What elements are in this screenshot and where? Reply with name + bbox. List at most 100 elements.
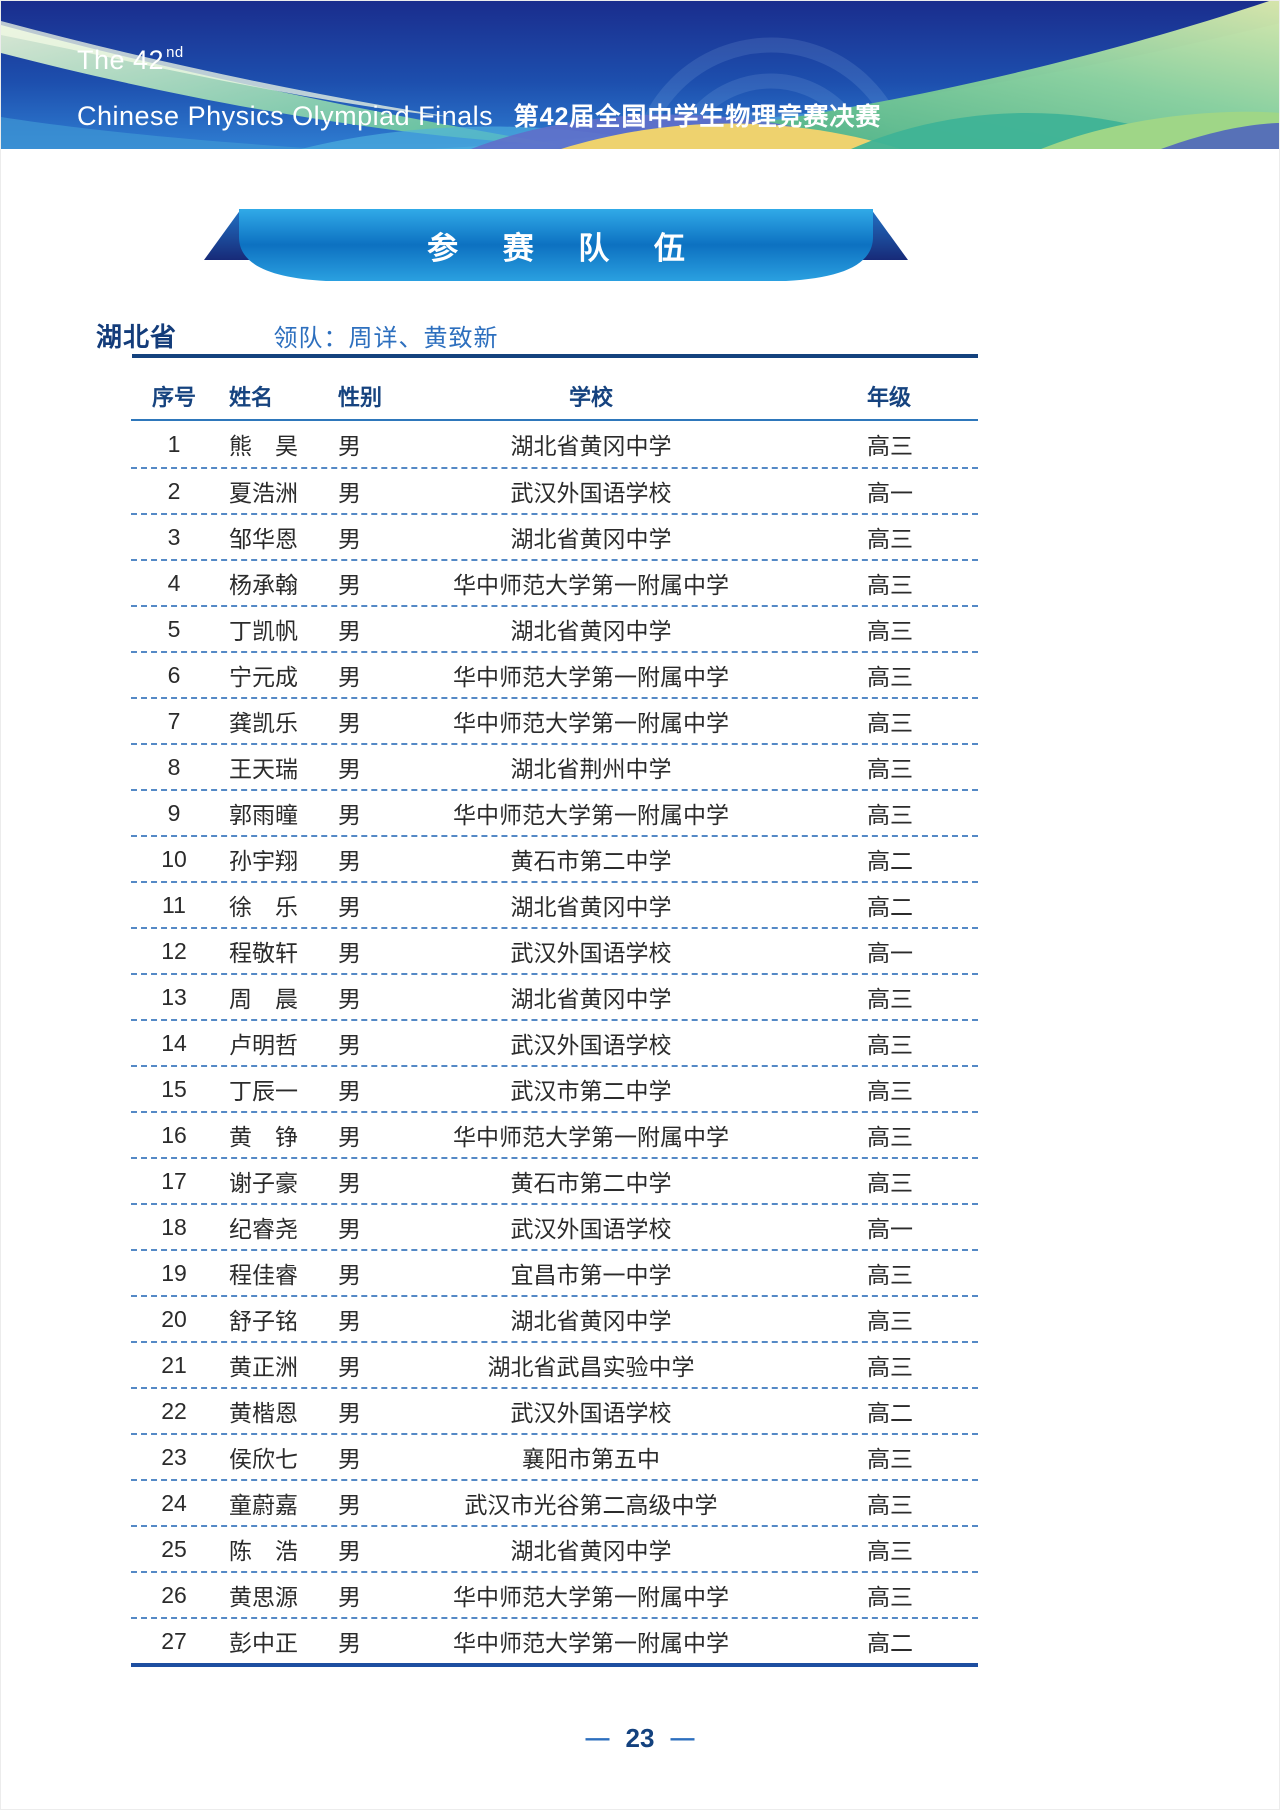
cell-name: 黄 铮 [229, 1124, 298, 1150]
cell-gender: 男 [338, 1538, 361, 1564]
cell-gender: 男 [338, 986, 361, 1012]
cell-grade: 高三 [867, 1584, 913, 1610]
cell-number: 20 [161, 1305, 187, 1332]
cell-gender: 男 [338, 572, 361, 598]
cell-gender: 男 [338, 1078, 361, 1104]
table-row: 5 丁凯帆 男 湖北省黄冈中学 高三 [131, 605, 978, 651]
cell-grade: 高三 [867, 1354, 913, 1380]
cell-gender: 男 [338, 894, 361, 920]
cell-name: 程佳睿 [229, 1262, 298, 1288]
banner-wave-art [1, 1, 1279, 149]
cell-number: 3 [167, 523, 181, 550]
cell-gender: 男 [338, 664, 361, 690]
cell-number: 27 [161, 1627, 187, 1654]
cell-gender: 男 [338, 1262, 361, 1288]
table-row: 10 孙宇翔 男 黄石市第二中学 高二 [131, 835, 978, 881]
cell-name: 黄楷恩 [229, 1400, 298, 1426]
cell-number: 16 [161, 1121, 187, 1148]
cell-number: 18 [161, 1213, 187, 1240]
cell-gender: 男 [338, 1630, 361, 1656]
cell-number: 17 [161, 1167, 187, 1194]
cell-grade: 高三 [867, 1032, 913, 1058]
cell-number: 14 [161, 1029, 187, 1056]
cell-gender: 男 [338, 1216, 361, 1242]
cell-gender: 男 [338, 940, 361, 966]
cell-school: 宜昌市第一中学 [510, 1262, 672, 1288]
cell-school: 湖北省黄冈中学 [510, 1538, 672, 1564]
cell-name: 徐 乐 [229, 894, 298, 920]
table-row: 3 邹华恩 男 湖北省黄冈中学 高三 [131, 513, 978, 559]
column-header-grade: 年级 [867, 385, 912, 410]
cell-grade: 高二 [867, 1630, 913, 1656]
cell-name: 邹华恩 [229, 526, 298, 552]
table-row: 9 郭雨曈 男 华中师范大学第一附属中学 高三 [131, 789, 978, 835]
cell-gender: 男 [338, 480, 361, 506]
cell-gender: 男 [338, 710, 361, 736]
table-header-row: 序号 姓名 性别 学校 年级 [131, 373, 978, 421]
cell-number: 21 [161, 1351, 187, 1378]
cell-grade: 高三 [867, 1124, 913, 1150]
cell-grade: 高三 [867, 618, 913, 644]
team-leaders: 领队：周详、黄致新 [273, 325, 499, 352]
cell-number: 24 [161, 1489, 187, 1516]
cell-grade: 高一 [867, 480, 913, 506]
cell-gender: 男 [338, 433, 361, 459]
banner-edition-ordinal: nd [166, 44, 184, 61]
cell-number: 15 [161, 1075, 187, 1102]
participants-table: 序号 姓名 性别 学校 年级 1 熊 昊 男 湖北省黄冈中学 高三 2 夏浩洲 … [131, 373, 978, 1667]
cell-grade: 高三 [867, 710, 913, 736]
table-row: 11 徐 乐 男 湖北省黄冈中学 高二 [131, 881, 978, 927]
page-number-dash-right: — [670, 1724, 695, 1752]
cell-school: 华中师范大学第一附属中学 [453, 1630, 729, 1656]
cell-name: 彭中正 [229, 1630, 298, 1656]
cell-school: 武汉市光谷第二高级中学 [464, 1492, 718, 1518]
cell-gender: 男 [338, 802, 361, 828]
cell-school: 华中师范大学第一附属中学 [453, 1124, 729, 1150]
cell-number: 26 [161, 1581, 187, 1608]
cell-gender: 男 [338, 1170, 361, 1196]
table-row: 23 侯欣七 男 襄阳市第五中 高三 [131, 1433, 978, 1479]
ribbon-shape [204, 209, 908, 281]
cell-school: 武汉外国语学校 [510, 1216, 672, 1242]
banner-event-name-zh: 第42届全国中学生物理竞赛决赛 [513, 103, 882, 131]
table-row: 8 王天瑞 男 湖北省荆州中学 高三 [131, 743, 978, 789]
table-row: 16 黄 铮 男 华中师范大学第一附属中学 高三 [131, 1111, 978, 1157]
table-body: 1 熊 昊 男 湖北省黄冈中学 高三 2 夏浩洲 男 武汉外国语学校 高一 3 … [131, 421, 978, 1667]
cell-name: 陈 浩 [229, 1538, 298, 1564]
cell-number: 22 [161, 1397, 187, 1424]
cell-grade: 高三 [867, 986, 913, 1012]
cell-number: 9 [167, 799, 181, 826]
table-row: 19 程佳睿 男 宜昌市第一中学 高三 [131, 1249, 978, 1295]
cell-gender: 男 [338, 1446, 361, 1472]
banner-event-name-en: Chinese Physics Olympiad Finals [77, 101, 494, 131]
column-header-school: 学校 [568, 385, 613, 410]
cell-gender: 男 [338, 618, 361, 644]
cell-gender: 男 [338, 526, 361, 552]
cell-number: 8 [167, 753, 181, 780]
cell-grade: 高三 [867, 1078, 913, 1104]
cell-school: 武汉市第二中学 [510, 1078, 672, 1104]
table-row: 6 宁元成 男 华中师范大学第一附属中学 高三 [131, 651, 978, 697]
table-row: 21 黄正洲 男 湖北省武昌实验中学 高三 [131, 1341, 978, 1387]
cell-grade: 高三 [867, 1262, 913, 1288]
cell-grade: 高三 [867, 802, 913, 828]
cell-name: 谢子豪 [229, 1170, 298, 1196]
cell-grade: 高二 [867, 1400, 913, 1426]
table-row: 1 熊 昊 男 湖北省黄冈中学 高三 [131, 421, 978, 467]
cell-grade: 高三 [867, 1492, 913, 1518]
table-row: 13 周 晨 男 湖北省黄冈中学 高三 [131, 973, 978, 1019]
cell-school: 武汉外国语学校 [510, 1400, 672, 1426]
cell-grade: 高三 [867, 1446, 913, 1472]
cell-name: 纪睿尧 [229, 1216, 298, 1242]
cell-school: 湖北省黄冈中学 [510, 986, 672, 1012]
cell-school: 黄石市第二中学 [510, 848, 672, 874]
cell-number: 23 [161, 1443, 187, 1470]
cell-name: 丁凯帆 [229, 618, 298, 644]
cell-number: 25 [161, 1535, 187, 1562]
cell-school: 武汉外国语学校 [510, 1032, 672, 1058]
cell-school: 华中师范大学第一附属中学 [453, 710, 729, 736]
cell-name: 宁元成 [229, 664, 298, 690]
table-row: 4 杨承翰 男 华中师范大学第一附属中学 高三 [131, 559, 978, 605]
province-divider-line [132, 354, 978, 358]
